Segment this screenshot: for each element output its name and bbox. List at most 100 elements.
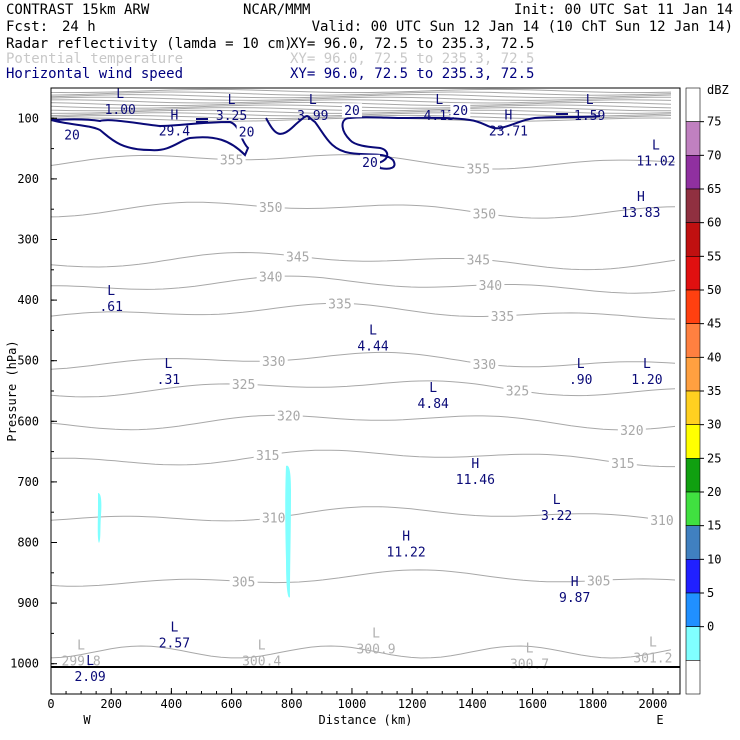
wind-extremum-value: 4.84 [418,397,449,412]
surface-theta-value: 300.7 [510,658,549,673]
wind-contour-label: 20 [344,104,360,119]
x-axis-east-label: E [656,713,663,727]
colorbar-swatch [685,660,701,695]
colorbar-level-label: 15 [707,519,721,533]
wind-extremum-marker: L [369,324,377,339]
theta-upper-line [50,94,672,99]
wind-extremum-value: 9.87 [559,591,590,606]
theta-label-355: 355 [220,154,243,169]
theta-contour-330 [50,351,676,370]
theta-label-335: 335 [328,297,351,312]
y-tick-label: 400 [17,293,39,307]
theta-contour-335 [50,302,676,320]
colorbar-level-label: 65 [707,182,721,196]
wind-extremum-value: 2.09 [74,670,105,685]
y-tick-label: 500 [17,354,39,368]
colorbar-level-label: 5 [707,586,714,600]
theta-label-bg [470,205,499,220]
theta-label-bg [503,382,532,397]
wind-contour-label: 20 [64,128,80,143]
surface-theta-marker: L [258,639,266,654]
wind-extremum-value: 3.22 [541,509,572,524]
wind-contour-label: 20 [362,156,378,171]
theta-label-bg [229,376,258,391]
theta-upper-line [50,99,672,104]
colorbar-level-label: 25 [707,451,721,465]
theta-label-330: 330 [473,358,496,373]
theta-upper-line [50,96,672,101]
theta-contour-305 [50,569,676,587]
theta-label-bg [325,295,354,310]
wind-extremum-marker: L [553,493,561,508]
x-axis-label: Distance (km) [319,713,413,727]
theta-label-bg [253,447,282,462]
reflectivity-cell-central [285,465,291,598]
wind-extremum-value: 11.22 [387,546,426,561]
theta-label-bg [608,455,637,470]
wind-extremum-value: 13.83 [621,206,660,221]
colorbar-swatch [685,188,701,223]
wind-extremum-marker: L [643,357,651,372]
axes: 0 200 400 600 800 1000 1200 1400 1600 1800 2000 100… [5,111,669,727]
x-tick-label: 800 [281,697,303,711]
wind-extremum-value: 1.20 [631,373,662,388]
theta-label-350: 350 [259,201,282,216]
wind-extremum-marker: H [170,108,178,123]
theta-label-345: 345 [286,250,309,265]
theta-contour-340 [51,275,676,294]
wind-label-bg [62,127,83,142]
colorbar-level-label: 40 [707,350,721,364]
colorbar-level-label: 75 [707,115,721,129]
reflectivity-shading [97,465,291,598]
theta-label-bg [647,511,676,526]
theta-label-315: 315 [256,449,279,464]
wind-label-bg [341,103,362,118]
colorbar-swatch [685,424,701,459]
theta-label-bg [464,160,493,175]
field-theta-xy: XY= 96.0, 72.5 to 235.3, 72.5 [290,51,534,67]
header-source: CONTRAST 15km ARW [6,2,150,18]
colorbar-unit: dBZ [707,83,729,97]
reflectivity-cell-west [97,493,102,543]
colorbar-swatch [685,458,701,493]
y-tick-label: 1000 [10,657,39,671]
theta-label-bg [283,248,312,263]
colorbar-swatch [685,121,701,156]
wind-extremum-marker: L [228,93,236,108]
colorbar-swatch [685,289,701,324]
field-reflectivity-name: Radar reflectivity (lamda = 10 cm) [6,36,293,52]
theta-label-305: 305 [232,575,255,590]
theta-label-bg [584,572,613,587]
wind-extremum-marker: L [309,93,317,108]
field-wind-xy: XY= 96.0, 72.5 to 235.3, 72.5 [290,66,534,82]
theta-label-310: 310 [262,512,285,527]
theta-contour-310 [50,506,676,522]
wind-extremum-marker: L [107,284,115,299]
wind-h-max-west [196,118,208,123]
colorbar-swatch [685,222,701,257]
wind-label-bg [450,103,471,118]
theta-contour-315 [50,449,675,468]
theta-label-bg [217,151,246,166]
wind-extremum-marker: H [471,457,479,472]
colorbar-swatch [685,592,701,627]
y-tick-label: 900 [17,596,39,610]
y-tick-label: 300 [17,233,39,247]
theta-label-350: 350 [473,207,496,222]
colorbar-level-label: 0 [707,620,714,634]
colorbar-level-label: 10 [707,552,721,566]
theta-label-325: 325 [506,384,529,399]
wind-extremum-value: 23.71 [489,124,528,139]
x-tick-label: 400 [161,697,183,711]
theta-label-355: 355 [467,163,490,178]
wind-contour-label: 20 [452,104,468,119]
theta-contour-350 [50,201,676,219]
wind-extremum-value: 11.02 [636,155,675,170]
y-axis-label: Pressure (hPa) [5,340,19,441]
wind-contour-label: 20 [239,125,255,140]
theta-label-bg [259,352,288,367]
y-tick-label: 800 [17,536,39,550]
colorbar-swatch [685,256,701,291]
wind-label-bg [236,124,257,139]
